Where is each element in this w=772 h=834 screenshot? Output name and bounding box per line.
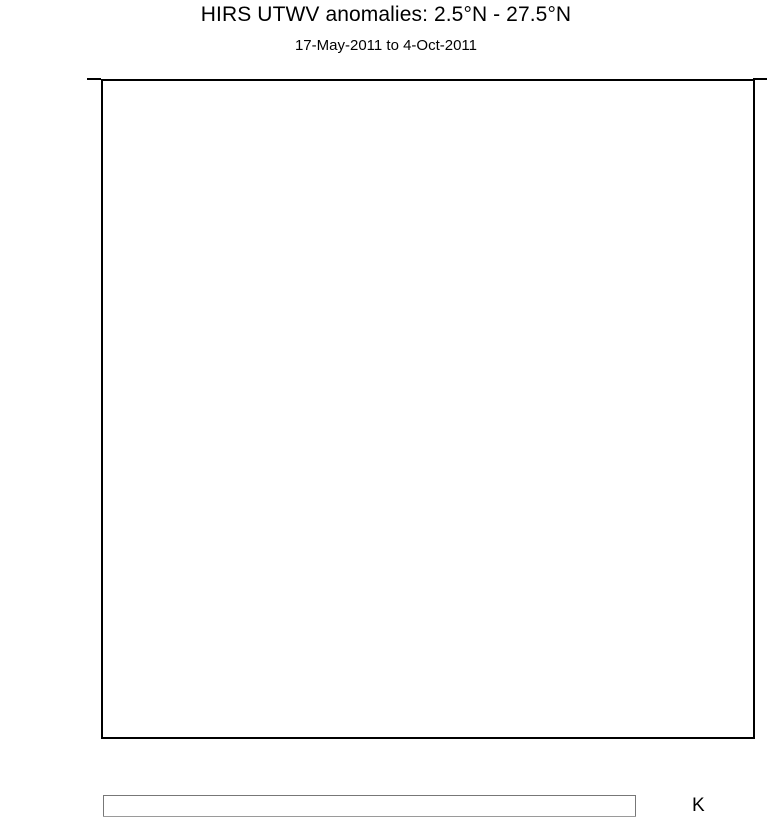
anomaly-heatmap-canvas (103, 81, 753, 737)
colorbar-baseline (103, 816, 636, 817)
plot-area (101, 79, 755, 739)
page-title: HIRS UTWV anomalies: 2.5°N - 27.5°N (200, 3, 572, 26)
y-axis-right-major-tick (753, 78, 767, 80)
colorbar-unit-label: K (692, 795, 705, 816)
chart-subtitle: 17-May-2011 to 4-Oct-2011 (294, 37, 478, 54)
colorbar (103, 795, 636, 817)
y-axis-major-tick (87, 78, 101, 80)
